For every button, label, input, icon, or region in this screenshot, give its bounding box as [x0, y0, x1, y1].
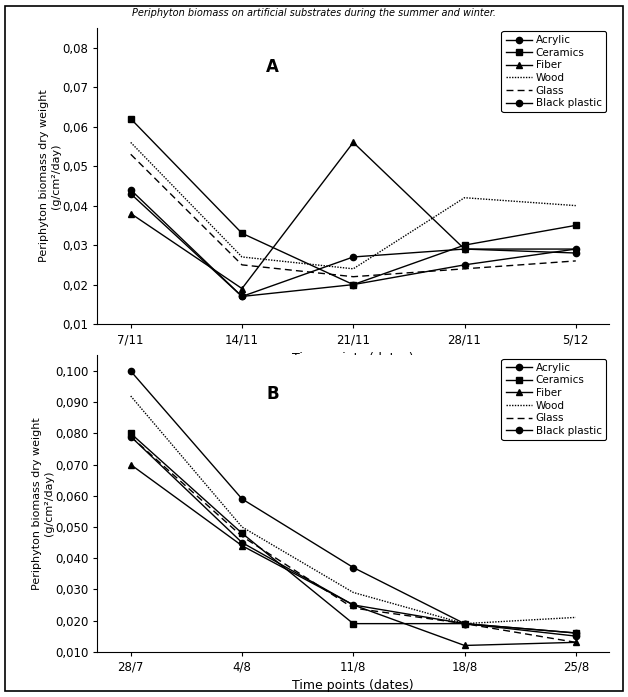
- Wood: [461, 194, 468, 202]
- Text: A: A: [266, 58, 279, 75]
- Glass: [461, 265, 468, 273]
- Fiber: [238, 284, 246, 293]
- Ceramics: [572, 221, 580, 229]
- Black plastic: [461, 245, 468, 253]
- Fiber: [461, 641, 468, 650]
- Ceramics: [461, 620, 468, 628]
- Line: Wood: Wood: [131, 142, 576, 269]
- Ceramics: [127, 429, 134, 438]
- Line: Black plastic: Black plastic: [127, 187, 579, 300]
- Acrylic: [572, 632, 580, 641]
- Line: Fiber: Fiber: [127, 139, 579, 291]
- Acrylic: [238, 538, 246, 546]
- Acrylic: [572, 245, 580, 253]
- Ceramics: [349, 620, 357, 628]
- Acrylic: [127, 190, 134, 198]
- Text: B: B: [266, 385, 279, 403]
- Fiber: [127, 209, 134, 217]
- Fiber: [572, 245, 580, 253]
- Legend: Acrylic, Ceramics, Fiber, Wood, Glass, Black plastic: Acrylic, Ceramics, Fiber, Wood, Glass, B…: [502, 358, 606, 440]
- Wood: [572, 201, 580, 210]
- Black plastic: [238, 292, 246, 300]
- Wood: [461, 620, 468, 628]
- Glass: [349, 273, 357, 281]
- Wood: [349, 588, 357, 597]
- Y-axis label: Periphyton biomass dry weight
(g/cm²/day): Periphyton biomass dry weight (g/cm²/day…: [32, 418, 53, 590]
- Black plastic: [349, 563, 357, 572]
- Ceramics: [127, 114, 134, 123]
- Wood: [572, 613, 580, 622]
- Y-axis label: Periphyton biomass dry weight
(g/cm²/day): Periphyton biomass dry weight (g/cm²/day…: [40, 90, 61, 262]
- Black plastic: [349, 253, 357, 261]
- Wood: [127, 392, 134, 400]
- Line: Black plastic: Black plastic: [127, 368, 579, 636]
- Acrylic: [127, 432, 134, 441]
- Glass: [572, 256, 580, 265]
- Legend: Acrylic, Ceramics, Fiber, Wood, Glass, Black plastic: Acrylic, Ceramics, Fiber, Wood, Glass, B…: [502, 31, 606, 112]
- Ceramics: [349, 280, 357, 289]
- Line: Ceramics: Ceramics: [127, 116, 579, 288]
- Glass: [461, 620, 468, 628]
- Line: Wood: Wood: [131, 396, 576, 624]
- X-axis label: Time points (dates): Time points (dates): [293, 680, 414, 692]
- Glass: [238, 532, 246, 540]
- Black plastic: [572, 629, 580, 637]
- Ceramics: [461, 241, 468, 250]
- Acrylic: [461, 261, 468, 269]
- Black plastic: [572, 249, 580, 257]
- Ceramics: [238, 229, 246, 238]
- Wood: [238, 523, 246, 531]
- Line: Acrylic: Acrylic: [127, 434, 579, 639]
- Acrylic: [461, 620, 468, 628]
- X-axis label: Time points (dates): Time points (dates): [293, 352, 414, 365]
- Black plastic: [238, 495, 246, 503]
- Text: Periphyton biomass on artificial substrates during the summer and winter.: Periphyton biomass on artificial substra…: [132, 8, 496, 18]
- Fiber: [349, 138, 357, 146]
- Acrylic: [238, 292, 246, 300]
- Line: Glass: Glass: [131, 154, 576, 277]
- Line: Glass: Glass: [131, 436, 576, 643]
- Black plastic: [127, 185, 134, 194]
- Wood: [127, 138, 134, 146]
- Fiber: [238, 542, 246, 550]
- Glass: [127, 432, 134, 441]
- Fiber: [461, 245, 468, 253]
- Black plastic: [461, 620, 468, 628]
- Glass: [127, 150, 134, 158]
- Line: Fiber: Fiber: [127, 461, 579, 649]
- Glass: [572, 638, 580, 647]
- Fiber: [349, 601, 357, 609]
- Wood: [349, 265, 357, 273]
- Ceramics: [238, 529, 246, 537]
- Line: Ceramics: Ceramics: [127, 430, 579, 636]
- Glass: [238, 261, 246, 269]
- Glass: [349, 604, 357, 612]
- Acrylic: [349, 601, 357, 609]
- Fiber: [572, 638, 580, 647]
- Acrylic: [349, 280, 357, 289]
- Wood: [238, 253, 246, 261]
- Ceramics: [572, 629, 580, 637]
- Fiber: [127, 461, 134, 469]
- Black plastic: [127, 367, 134, 375]
- Line: Acrylic: Acrylic: [127, 191, 579, 300]
